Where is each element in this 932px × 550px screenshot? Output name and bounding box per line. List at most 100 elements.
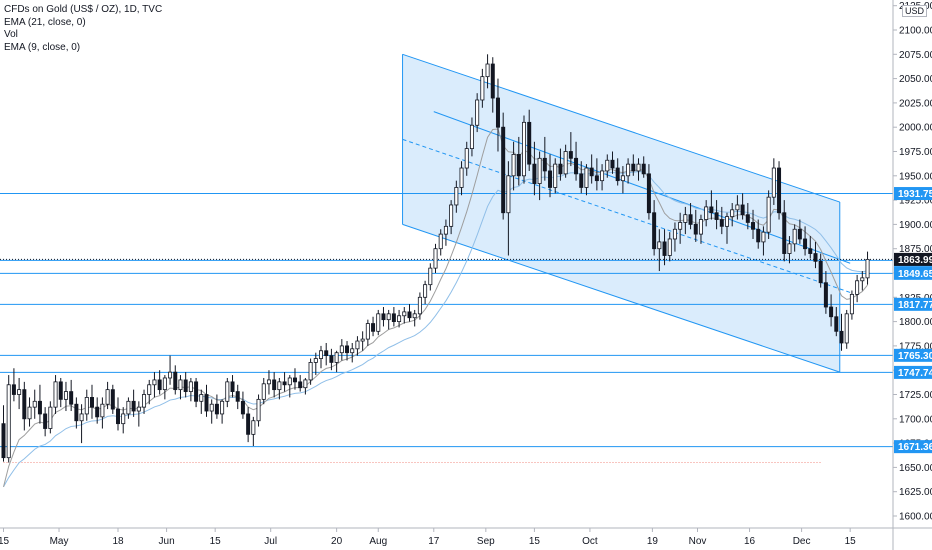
legend-vol[interactable]: Vol — [4, 29, 18, 40]
candle[interactable] — [844, 309, 849, 349]
candle[interactable] — [459, 161, 464, 196]
candle[interactable] — [256, 394, 261, 427]
candle[interactable] — [657, 229, 662, 272]
candle[interactable] — [199, 389, 204, 414]
candle[interactable] — [574, 141, 579, 181]
channel-upper-line[interactable] — [402, 53, 840, 203]
candle[interactable] — [797, 219, 802, 244]
candlesticks[interactable] — [1, 54, 870, 463]
candle[interactable] — [365, 319, 370, 346]
price-axis[interactable]: 1600.001625.001650.001675.001700.001725.… — [892, 0, 932, 550]
candle[interactable] — [751, 209, 756, 239]
candle[interactable] — [756, 219, 761, 249]
candle[interactable] — [803, 226, 808, 256]
candle[interactable] — [6, 375, 11, 463]
candle[interactable] — [443, 219, 448, 246]
candle[interactable] — [818, 253, 823, 288]
candle[interactable] — [636, 158, 641, 181]
legend-ema9[interactable]: EMA (9, close, 0) — [4, 41, 81, 53]
candle[interactable] — [495, 78, 500, 152]
candle[interactable] — [719, 206, 724, 235]
candle[interactable] — [272, 372, 277, 398]
candle[interactable] — [522, 115, 527, 184]
time-axis[interactable]: 15 May 18 Jun 15 Jul 20 Aug 17 Sep 15 Oct 19 Nov 16 Dec… — [0, 527, 932, 547]
candle[interactable] — [849, 290, 854, 320]
candle[interactable] — [178, 375, 183, 400]
candle[interactable] — [183, 372, 188, 398]
candle[interactable] — [266, 370, 271, 395]
candle[interactable] — [1, 405, 6, 462]
candle[interactable] — [605, 154, 610, 178]
legend-ema21[interactable]: EMA (21, close, 0) — [4, 16, 86, 28]
candle[interactable] — [162, 375, 167, 400]
candle[interactable] — [787, 236, 792, 264]
candle[interactable] — [423, 280, 428, 305]
candle[interactable] — [32, 389, 37, 419]
candle[interactable] — [469, 117, 474, 157]
legend-symbol[interactable]: CFDs on Gold (US$ / OZ), 1D, TVC — [4, 4, 163, 15]
candle[interactable] — [277, 377, 282, 400]
candle[interactable] — [48, 401, 53, 434]
candle[interactable] — [704, 200, 709, 227]
candle[interactable] — [662, 229, 667, 266]
channel-fill[interactable] — [402, 54, 840, 373]
candle[interactable] — [339, 339, 344, 361]
candle[interactable] — [142, 389, 147, 414]
candle[interactable] — [204, 384, 209, 417]
candle[interactable] — [308, 358, 313, 385]
candle[interactable] — [667, 232, 672, 262]
candle[interactable] — [157, 370, 162, 395]
candle[interactable] — [152, 372, 157, 398]
candle[interactable] — [100, 397, 105, 429]
candle[interactable] — [537, 151, 542, 201]
candle[interactable] — [116, 397, 121, 431]
horizontal-levels[interactable] — [0, 193, 893, 464]
candle[interactable] — [563, 144, 568, 178]
candle[interactable] — [641, 156, 646, 178]
candle[interactable] — [672, 222, 677, 252]
candle[interactable] — [698, 214, 703, 244]
candle[interactable] — [438, 229, 443, 256]
candle[interactable] — [131, 389, 136, 417]
candle[interactable] — [501, 112, 506, 220]
candle[interactable] — [584, 164, 589, 196]
candle[interactable] — [855, 274, 860, 303]
candle[interactable] — [449, 200, 454, 235]
candle[interactable] — [646, 164, 651, 220]
candle[interactable] — [240, 391, 245, 419]
candle[interactable] — [730, 203, 735, 227]
candle[interactable] — [173, 365, 178, 395]
candle[interactable] — [766, 190, 771, 239]
candle[interactable] — [506, 161, 511, 256]
candle[interactable] — [553, 158, 558, 194]
candle[interactable] — [313, 352, 318, 376]
candle[interactable] — [147, 379, 152, 405]
candle[interactable] — [355, 336, 360, 356]
candle[interactable] — [58, 377, 63, 408]
candle[interactable] — [532, 141, 537, 196]
candle[interactable] — [89, 384, 94, 419]
candle[interactable] — [136, 401, 141, 427]
candle[interactable] — [771, 158, 776, 205]
candle[interactable] — [865, 251, 870, 285]
candle[interactable] — [683, 206, 688, 235]
candle[interactable] — [17, 377, 22, 410]
candle[interactable] — [74, 397, 79, 429]
candle[interactable] — [251, 416, 256, 447]
candle[interactable] — [777, 161, 782, 220]
candle[interactable] — [709, 190, 714, 220]
candle[interactable] — [287, 375, 292, 398]
candle[interactable] — [542, 136, 547, 181]
candle[interactable] — [63, 381, 68, 412]
candle[interactable] — [568, 132, 573, 167]
candle[interactable] — [371, 316, 376, 337]
candle[interactable] — [126, 397, 131, 419]
candle[interactable] — [490, 57, 495, 113]
candle[interactable] — [813, 241, 818, 269]
candle[interactable] — [235, 384, 240, 410]
candle[interactable] — [376, 309, 381, 336]
candle[interactable] — [693, 209, 698, 242]
candle[interactable] — [761, 226, 766, 256]
candle[interactable] — [43, 407, 48, 437]
candle[interactable] — [724, 212, 729, 244]
